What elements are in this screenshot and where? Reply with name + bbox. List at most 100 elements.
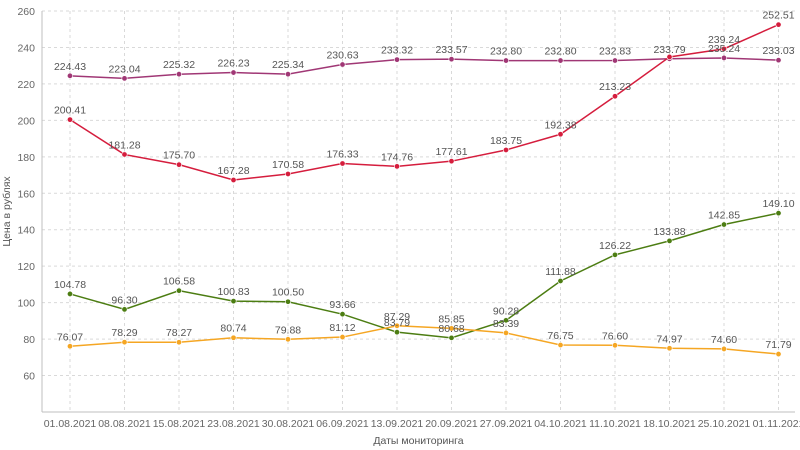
data-point — [502, 57, 509, 64]
data-point — [339, 311, 346, 318]
data-point — [393, 322, 400, 329]
x-tick-label: 15.08.2021 — [153, 418, 206, 430]
data-point — [67, 116, 74, 123]
data-point — [121, 75, 128, 82]
data-point — [557, 131, 564, 138]
data-label: 235.24 — [708, 43, 740, 55]
data-point — [176, 287, 183, 294]
data-label: 232.83 — [599, 46, 631, 58]
data-point — [720, 345, 727, 352]
series-line — [69, 325, 779, 355]
data-label: 239.24 — [708, 34, 740, 46]
data-point — [557, 342, 564, 349]
data-label: 78.27 — [166, 327, 192, 339]
data-label: 223.04 — [108, 63, 140, 75]
y-tick-label: 180 — [17, 152, 35, 164]
data-label: 175.70 — [163, 150, 195, 162]
data-point — [611, 57, 618, 64]
data-point — [448, 158, 455, 165]
data-label: 233.79 — [653, 44, 685, 56]
data-label: 230.63 — [326, 50, 358, 62]
data-label: 106.58 — [163, 276, 195, 288]
data-point — [557, 57, 564, 64]
data-label: 233.32 — [381, 45, 413, 57]
data-label: 100.50 — [272, 287, 304, 299]
data-point — [230, 298, 237, 305]
data-point — [611, 342, 618, 349]
data-point — [284, 336, 291, 343]
data-point — [666, 345, 673, 352]
data-point — [121, 306, 128, 313]
x-tick-label: 04.10.2021 — [534, 418, 587, 430]
data-point — [176, 161, 183, 168]
data-label: 126.22 — [599, 240, 631, 252]
data-label: 85.85 — [438, 313, 464, 325]
data-point — [284, 71, 291, 78]
y-tick-label: 100 — [17, 298, 35, 310]
data-label: 232.80 — [490, 46, 522, 58]
data-label: 142.85 — [708, 210, 740, 222]
data-point — [720, 54, 727, 61]
data-point — [775, 57, 782, 64]
series-layer — [67, 21, 782, 358]
y-tick-label: 120 — [17, 261, 35, 273]
data-label: 111.88 — [545, 266, 576, 278]
data-label: 177.61 — [435, 146, 467, 158]
data-label: 200.41 — [54, 105, 86, 117]
data-label: 104.78 — [54, 279, 86, 291]
x-tick-label: 06.09.2021 — [316, 418, 369, 430]
y-tick-label: 260 — [17, 6, 35, 18]
x-tick-label: 18.10.2021 — [643, 418, 696, 430]
data-point — [720, 45, 727, 52]
data-point — [230, 334, 237, 341]
y-tick-label: 160 — [17, 188, 35, 200]
x-tick-label: 25.10.2021 — [698, 418, 751, 430]
series-line — [69, 57, 779, 80]
data-point — [393, 163, 400, 170]
data-point — [67, 72, 74, 79]
axis-layer: 60 80 100 120 140 160 180 200 220 240 260 01.08.202… — [17, 6, 800, 430]
x-tick-label: 27.09.2021 — [480, 418, 533, 430]
data-label: 78.29 — [111, 327, 137, 339]
data-label: 80.68 — [438, 323, 464, 335]
data-point — [121, 151, 128, 158]
y-tick-label: 60 — [23, 371, 35, 383]
data-point — [176, 71, 183, 78]
data-label: 232.80 — [544, 46, 576, 58]
data-point — [67, 343, 74, 350]
data-point — [176, 339, 183, 346]
data-label: 174.76 — [381, 151, 413, 163]
y-tick-label: 200 — [17, 115, 35, 127]
y-tick-label: 240 — [17, 42, 35, 54]
data-label: 181.28 — [108, 139, 140, 151]
x-tick-label: 20.09.2021 — [425, 418, 478, 430]
data-label: 252.51 — [762, 10, 794, 22]
x-tick-label: 13.09.2021 — [371, 418, 424, 430]
data-label: 80.74 — [220, 323, 246, 335]
data-point — [720, 221, 727, 228]
series-line — [69, 23, 779, 181]
data-label: 233.03 — [762, 45, 794, 57]
x-tick-label: 23.08.2021 — [207, 418, 260, 430]
data-label: 133.88 — [653, 226, 685, 238]
data-label: 74.97 — [656, 333, 682, 345]
data-point — [775, 210, 782, 217]
data-point — [557, 277, 564, 284]
data-point — [502, 317, 509, 324]
data-label: 213.23 — [599, 81, 631, 93]
y-tick-label: 140 — [17, 225, 35, 237]
data-label: 100.83 — [217, 286, 249, 298]
data-label: 74.60 — [711, 334, 737, 346]
data-label: 192.38 — [544, 119, 576, 131]
x-tick-label: 11.10.2021 — [589, 418, 641, 430]
data-point — [666, 53, 673, 60]
data-label: 83.39 — [493, 318, 519, 330]
y-tick-label: 80 — [23, 334, 35, 346]
data-label: 71.79 — [765, 339, 791, 351]
data-label: 76.60 — [602, 330, 628, 342]
x-axis-title: Даты мониторинга — [373, 435, 463, 447]
data-label: 167.28 — [217, 165, 249, 177]
data-point — [339, 334, 346, 341]
data-label: 149.10 — [762, 198, 794, 210]
